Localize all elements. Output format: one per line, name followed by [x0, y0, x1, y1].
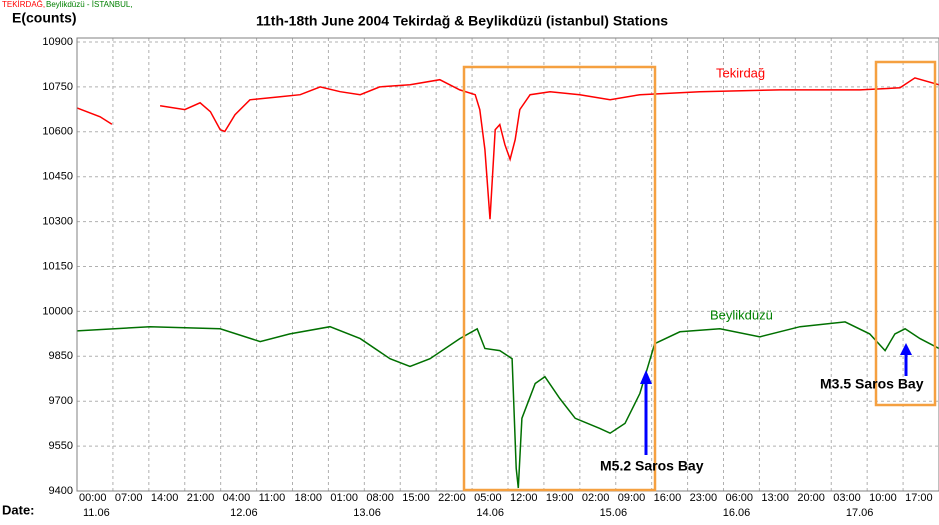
arrow-head — [640, 370, 652, 384]
highlight-box — [462, 65, 657, 492]
annotation: M5.2 Saros Bay — [600, 458, 704, 474]
date-tick-label: 14.06 — [476, 507, 504, 519]
x-tick-label: 19:00 — [546, 492, 574, 504]
y-tick-label: 10450 — [42, 171, 73, 183]
y-tick-label: 9550 — [49, 440, 73, 452]
x-tick-label: 23:00 — [690, 492, 718, 504]
x-tick-label: 18:00 — [295, 492, 323, 504]
date-tick-label: 15.06 — [600, 507, 628, 519]
legend-part: Beylikdüzü - İSTANBUL, — [46, 0, 133, 9]
x-tick-label: 01:00 — [330, 492, 358, 504]
date-tick-label: 16.06 — [723, 507, 751, 519]
y-axis-label: E(counts) — [12, 10, 77, 26]
y-tick-label: 9400 — [49, 485, 73, 497]
x-tick-label: 06:00 — [726, 492, 754, 504]
y-tick-label: 9700 — [49, 395, 73, 407]
x-tick-label: 14:00 — [151, 492, 179, 504]
x-tick-label: 10:00 — [869, 492, 897, 504]
y-tick-label: 10600 — [42, 126, 73, 138]
arrow-head — [900, 343, 912, 355]
grid — [76, 38, 939, 492]
highlight-box — [874, 60, 937, 407]
x-tick-label: 13:00 — [761, 492, 789, 504]
x-tick-label: 05:00 — [474, 492, 502, 504]
x-tick-label: 15:00 — [402, 492, 430, 504]
date-tick-label: 12.06 — [230, 507, 258, 519]
chart-title: 11th-18th June 2004 Tekirdağ & Beylikdüz… — [256, 13, 668, 29]
x-tick-label: 07:00 — [115, 492, 143, 504]
x-axis-label: Date: — [2, 502, 35, 517]
series-line — [76, 77, 939, 220]
x-tick-label: 22:00 — [438, 492, 466, 504]
x-tick-label: 02:00 — [582, 492, 610, 504]
x-tick-label: 11:00 — [259, 492, 286, 504]
series-line — [76, 321, 939, 489]
date-tick-label: 13.06 — [353, 507, 381, 519]
lines — [76, 77, 939, 489]
y-tick-label: 10750 — [42, 81, 73, 93]
x-tick-label: 16:00 — [654, 492, 682, 504]
y-tick-label: 10150 — [42, 260, 73, 272]
series-label: Beylikdüzü — [710, 307, 773, 322]
x-tick-label: 09:00 — [618, 492, 646, 504]
x-tick-label: 17:00 — [905, 492, 933, 504]
y-tick-label: 10300 — [42, 216, 73, 228]
date-tick-label: 11.06 — [83, 507, 110, 519]
x-tick-label: 03:00 — [833, 492, 861, 504]
x-tick-label: 04:00 — [223, 492, 251, 504]
series-label: Tekirdağ — [716, 65, 765, 80]
x-tick-label: 12:00 — [510, 492, 538, 504]
y-tick-label: 9850 — [49, 350, 73, 362]
x-tick-label: 00:00 — [79, 492, 107, 504]
y-tick-label: 10900 — [42, 36, 73, 48]
x-tick-label: 21:00 — [187, 492, 215, 504]
date-tick-label: 17.06 — [846, 507, 874, 519]
y-tick-label: 10000 — [42, 305, 73, 317]
x-tick-label: 20:00 — [797, 492, 825, 504]
x-tick-label: 08:00 — [366, 492, 394, 504]
annotation: M3.5 Saros Bay — [820, 376, 924, 392]
legend-part: TEKİRDAĞ, — [2, 0, 45, 9]
